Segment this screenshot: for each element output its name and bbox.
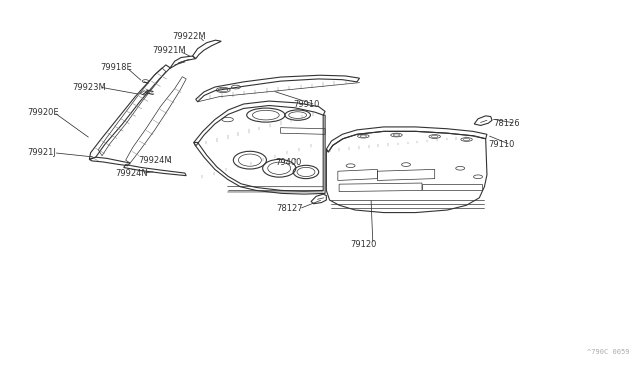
Text: 78126: 78126 — [493, 119, 520, 128]
Text: 78127: 78127 — [276, 204, 303, 214]
Text: 79918E: 79918E — [100, 63, 132, 72]
Text: ^790C 0059: ^790C 0059 — [586, 349, 629, 355]
Text: 79920E: 79920E — [27, 108, 58, 117]
Text: 79910: 79910 — [293, 100, 319, 109]
Text: 79922M: 79922M — [172, 32, 206, 41]
Text: 79921J: 79921J — [27, 148, 56, 157]
Text: 79400: 79400 — [275, 157, 302, 167]
Text: 79120: 79120 — [351, 240, 377, 249]
Text: 79924M: 79924M — [138, 155, 172, 165]
Text: 79110: 79110 — [488, 140, 515, 149]
Text: 79921M: 79921M — [152, 46, 186, 55]
Text: 79923M: 79923M — [73, 83, 106, 92]
Text: 79924N: 79924N — [115, 169, 148, 178]
